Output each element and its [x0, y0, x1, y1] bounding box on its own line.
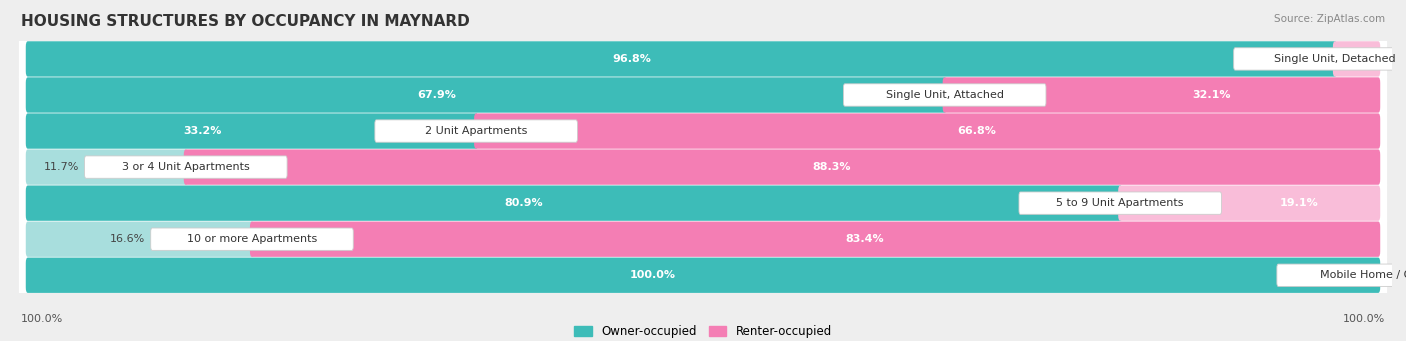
Text: Single Unit, Detached: Single Unit, Detached — [1274, 54, 1396, 64]
FancyBboxPatch shape — [1019, 192, 1222, 214]
Text: 10 or more Apartments: 10 or more Apartments — [187, 234, 318, 244]
Text: Mobile Home / Other: Mobile Home / Other — [1320, 270, 1406, 280]
Text: 100.0%: 100.0% — [630, 270, 676, 280]
FancyBboxPatch shape — [25, 186, 1122, 221]
Text: 96.8%: 96.8% — [612, 54, 651, 64]
FancyBboxPatch shape — [25, 222, 254, 257]
FancyBboxPatch shape — [18, 252, 1388, 299]
FancyBboxPatch shape — [1333, 41, 1381, 77]
Text: 19.1%: 19.1% — [1279, 198, 1319, 208]
FancyBboxPatch shape — [184, 149, 1381, 185]
Text: HOUSING STRUCTURES BY OCCUPANCY IN MAYNARD: HOUSING STRUCTURES BY OCCUPANCY IN MAYNA… — [21, 14, 470, 29]
FancyBboxPatch shape — [1233, 48, 1406, 70]
FancyBboxPatch shape — [25, 41, 1337, 77]
FancyBboxPatch shape — [25, 113, 478, 149]
FancyBboxPatch shape — [18, 35, 1388, 83]
FancyBboxPatch shape — [25, 257, 1381, 293]
FancyBboxPatch shape — [474, 113, 1381, 149]
FancyBboxPatch shape — [844, 84, 1046, 106]
FancyBboxPatch shape — [1277, 264, 1406, 286]
FancyBboxPatch shape — [25, 149, 188, 185]
Text: 5 to 9 Unit Apartments: 5 to 9 Unit Apartments — [1056, 198, 1184, 208]
FancyBboxPatch shape — [25, 77, 946, 113]
FancyBboxPatch shape — [18, 108, 1388, 154]
Text: 67.9%: 67.9% — [418, 90, 456, 100]
Text: 100.0%: 100.0% — [21, 314, 63, 324]
FancyBboxPatch shape — [84, 156, 287, 178]
FancyBboxPatch shape — [250, 222, 1381, 257]
Text: 16.6%: 16.6% — [110, 234, 145, 244]
Text: 2 Unit Apartments: 2 Unit Apartments — [425, 126, 527, 136]
FancyBboxPatch shape — [150, 228, 353, 250]
Text: Single Unit, Attached: Single Unit, Attached — [886, 90, 1004, 100]
Text: 80.9%: 80.9% — [505, 198, 543, 208]
Text: 66.8%: 66.8% — [957, 126, 997, 136]
Text: 100.0%: 100.0% — [1343, 314, 1385, 324]
FancyBboxPatch shape — [375, 120, 578, 142]
Text: Source: ZipAtlas.com: Source: ZipAtlas.com — [1274, 14, 1385, 24]
Text: 88.3%: 88.3% — [813, 162, 851, 172]
FancyBboxPatch shape — [18, 72, 1388, 118]
Legend: Owner-occupied, Renter-occupied: Owner-occupied, Renter-occupied — [569, 321, 837, 341]
FancyBboxPatch shape — [1118, 186, 1381, 221]
FancyBboxPatch shape — [18, 180, 1388, 226]
Text: 83.4%: 83.4% — [846, 234, 884, 244]
FancyBboxPatch shape — [942, 77, 1381, 113]
FancyBboxPatch shape — [18, 216, 1388, 263]
Text: 32.1%: 32.1% — [1192, 90, 1230, 100]
FancyBboxPatch shape — [18, 144, 1388, 191]
Text: 33.2%: 33.2% — [183, 126, 221, 136]
Text: 11.7%: 11.7% — [44, 162, 79, 172]
Text: 3 or 4 Unit Apartments: 3 or 4 Unit Apartments — [122, 162, 250, 172]
